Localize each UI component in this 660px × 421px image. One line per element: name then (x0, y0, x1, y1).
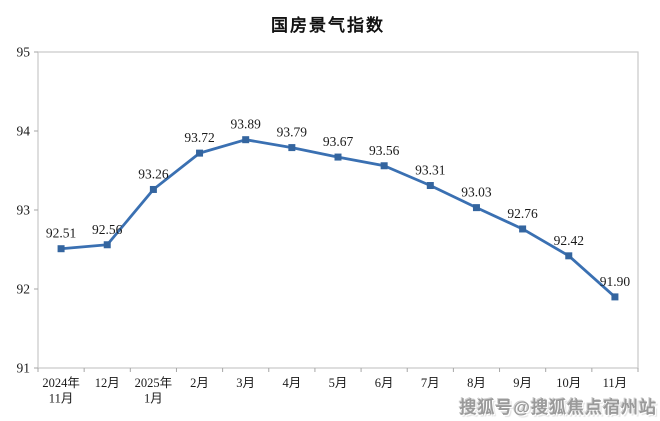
x-axis-label: 11月 (603, 376, 628, 390)
plot-border (37, 51, 639, 369)
value-label: 91.90 (600, 274, 631, 289)
value-label: 93.56 (369, 143, 400, 158)
x-axis-label: 4月 (282, 376, 301, 390)
x-axis-label: 5月 (329, 376, 348, 390)
value-label: 92.56 (92, 222, 123, 237)
watermark-text: 搜狐号@搜狐焦点宿州站 (459, 398, 657, 417)
data-point-marker (57, 245, 65, 253)
y-axis-label: 92 (17, 282, 31, 297)
x-axis-label: 2024年 11月 (42, 376, 80, 406)
y-axis-label: 93 (17, 203, 31, 218)
value-label: 92.51 (46, 226, 76, 241)
value-label: 92.42 (554, 233, 584, 248)
value-label: 93.89 (231, 117, 262, 132)
x-axis-label: 7月 (421, 376, 440, 390)
data-point-marker (426, 182, 434, 190)
x-axis-label: 10月 (556, 376, 581, 390)
value-label: 92.76 (507, 206, 538, 221)
data-point-marker (334, 153, 342, 161)
data-point-marker (380, 162, 388, 170)
data-point-marker (149, 185, 157, 193)
value-label: 93.67 (323, 134, 354, 149)
data-point-marker (519, 225, 527, 233)
data-point-marker (288, 144, 296, 152)
y-axis-label: 91 (17, 361, 31, 376)
value-label: 93.79 (277, 125, 308, 140)
value-label: 93.72 (184, 130, 214, 145)
x-axis-label: 9月 (513, 376, 532, 390)
data-point-marker (196, 149, 204, 157)
data-point-marker (611, 293, 619, 301)
x-axis-label: 2025年 1月 (135, 376, 173, 406)
y-axis-label: 95 (17, 45, 31, 60)
value-label: 93.31 (415, 163, 445, 178)
data-point-marker (242, 136, 250, 144)
value-label: 93.26 (138, 166, 169, 181)
value-label: 93.03 (461, 185, 492, 200)
x-axis-label: 8月 (467, 376, 486, 390)
x-axis-label: 3月 (236, 376, 255, 390)
data-point-marker (103, 241, 111, 249)
x-axis-label: 12月 (95, 376, 120, 390)
chart-title: 国房景气指数 (271, 16, 385, 35)
y-axis-label: 94 (17, 124, 31, 139)
x-axis-label: 2月 (190, 376, 209, 390)
x-axis-label: 6月 (375, 376, 394, 390)
data-point-marker (472, 204, 480, 212)
data-point-marker (565, 252, 573, 260)
